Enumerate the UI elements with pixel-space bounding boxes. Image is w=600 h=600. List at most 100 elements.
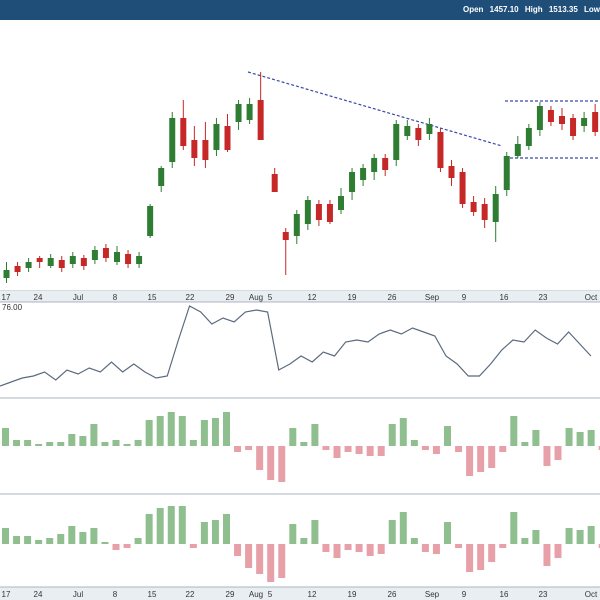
candle-body [158,168,165,186]
candle-body [147,206,154,236]
histogram-1-bar [2,428,9,446]
candle-body [3,270,10,278]
histogram-2-bar [543,544,551,566]
histogram-1-bar [90,424,98,446]
histogram-2-bar [300,538,308,544]
chart-header-bar: Open 1457.10 High 1513.35 Low [0,0,600,20]
candle-body [459,172,466,204]
histogram-2-bar [333,544,341,558]
histogram-1-bar [289,428,297,446]
histogram-2-bar [421,544,429,552]
x-tick-label: 16 [500,293,509,302]
x-tick-label: 23 [539,590,548,599]
x-tick-label: 15 [148,590,157,599]
histogram-2-bar [145,514,153,544]
candle-body [169,118,176,162]
histogram-1-bar [234,446,242,452]
candle-body [58,260,65,268]
indicator-label: 76.00 [2,303,23,312]
histogram-1-bar [521,442,529,446]
candle-body [91,250,98,260]
candle-body [136,256,143,264]
histogram-1-bar [444,426,451,446]
histogram-1-bar [101,442,109,446]
candle-body [102,248,109,258]
histogram-1-bar [223,412,230,446]
x-tick-label: 19 [348,293,357,302]
histogram-2-bar [521,538,529,544]
histogram-2-bar [234,544,242,556]
histogram-1-bar [145,420,153,446]
histogram-1-bar [421,446,429,450]
x-tick-label: 19 [348,590,357,599]
x-tick-label: 8 [113,590,118,599]
histogram-2-bar [477,544,485,570]
x-axis-strip-bottom [0,587,600,600]
x-tick-label: 17 [2,293,11,302]
histogram-2-bar [123,544,131,548]
candle-body [304,200,311,224]
candle-body [525,128,532,146]
x-tick-label: 24 [34,590,43,599]
histogram-2-bar [510,512,518,544]
histogram-1-bar [355,446,363,454]
histogram-2-bar [499,544,507,548]
histogram-1-bar [267,446,275,480]
x-tick-label: Aug [249,293,263,302]
x-tick-label: Sep [425,293,440,302]
histogram-1-bar [167,412,175,446]
open-label: Open [462,5,484,14]
candle-body [338,196,344,210]
histogram-2-bar [112,544,120,550]
candle-body [371,158,378,172]
histogram-2-bar [46,538,54,544]
candle-body [592,112,599,132]
histogram-1-bar [344,446,352,452]
x-tick-label: 22 [186,590,195,599]
histogram-2-bar [455,544,463,548]
candle-body [349,172,356,192]
histogram-2-bar [366,544,374,556]
histogram-1-bar [245,446,253,450]
histogram-2-bar [35,540,43,544]
histogram-2-bar [211,520,219,544]
histogram-1-bar [123,444,131,446]
candle-body [47,258,54,266]
x-tick-label: 8 [113,293,118,302]
histogram-1-bar [189,440,197,446]
candle-body [404,126,411,136]
histogram-1-bar [455,446,463,452]
x-tick-label: 22 [186,293,195,302]
x-tick-label: 12 [308,590,317,599]
candle-body [191,140,198,158]
histogram-2-bar [167,506,175,544]
candle-body [114,252,120,262]
histogram-2-bar [399,512,407,544]
histogram-1-bar [598,446,600,450]
ohlc-readout: Open 1457.10 High 1513.35 Low [459,0,600,20]
x-tick-label: Jul [73,293,83,302]
histogram-2-bar [256,544,264,574]
candle-body [448,166,455,178]
x-tick-label: 5 [268,590,273,599]
candle-body [315,204,322,220]
high-value: 1513.35 [548,5,578,14]
candle-body [180,118,187,146]
histogram-2-bar [90,528,98,544]
histogram-2-bar [245,544,253,568]
x-tick-label: Oct [585,293,598,302]
histogram-1-bar [35,444,43,446]
histogram-2-bar [587,526,595,544]
candle-body [382,158,389,170]
candle-body [536,106,543,130]
candle-body [213,124,220,150]
histogram-1-bar [543,446,551,466]
x-tick-label: 9 [462,293,467,302]
histogram-1-bar [134,440,142,446]
candle-body [393,124,400,160]
histogram-2-bar [388,520,396,544]
histogram-2-bar [322,544,330,552]
indicator-line [0,305,592,387]
histogram-1-bar [532,430,540,446]
